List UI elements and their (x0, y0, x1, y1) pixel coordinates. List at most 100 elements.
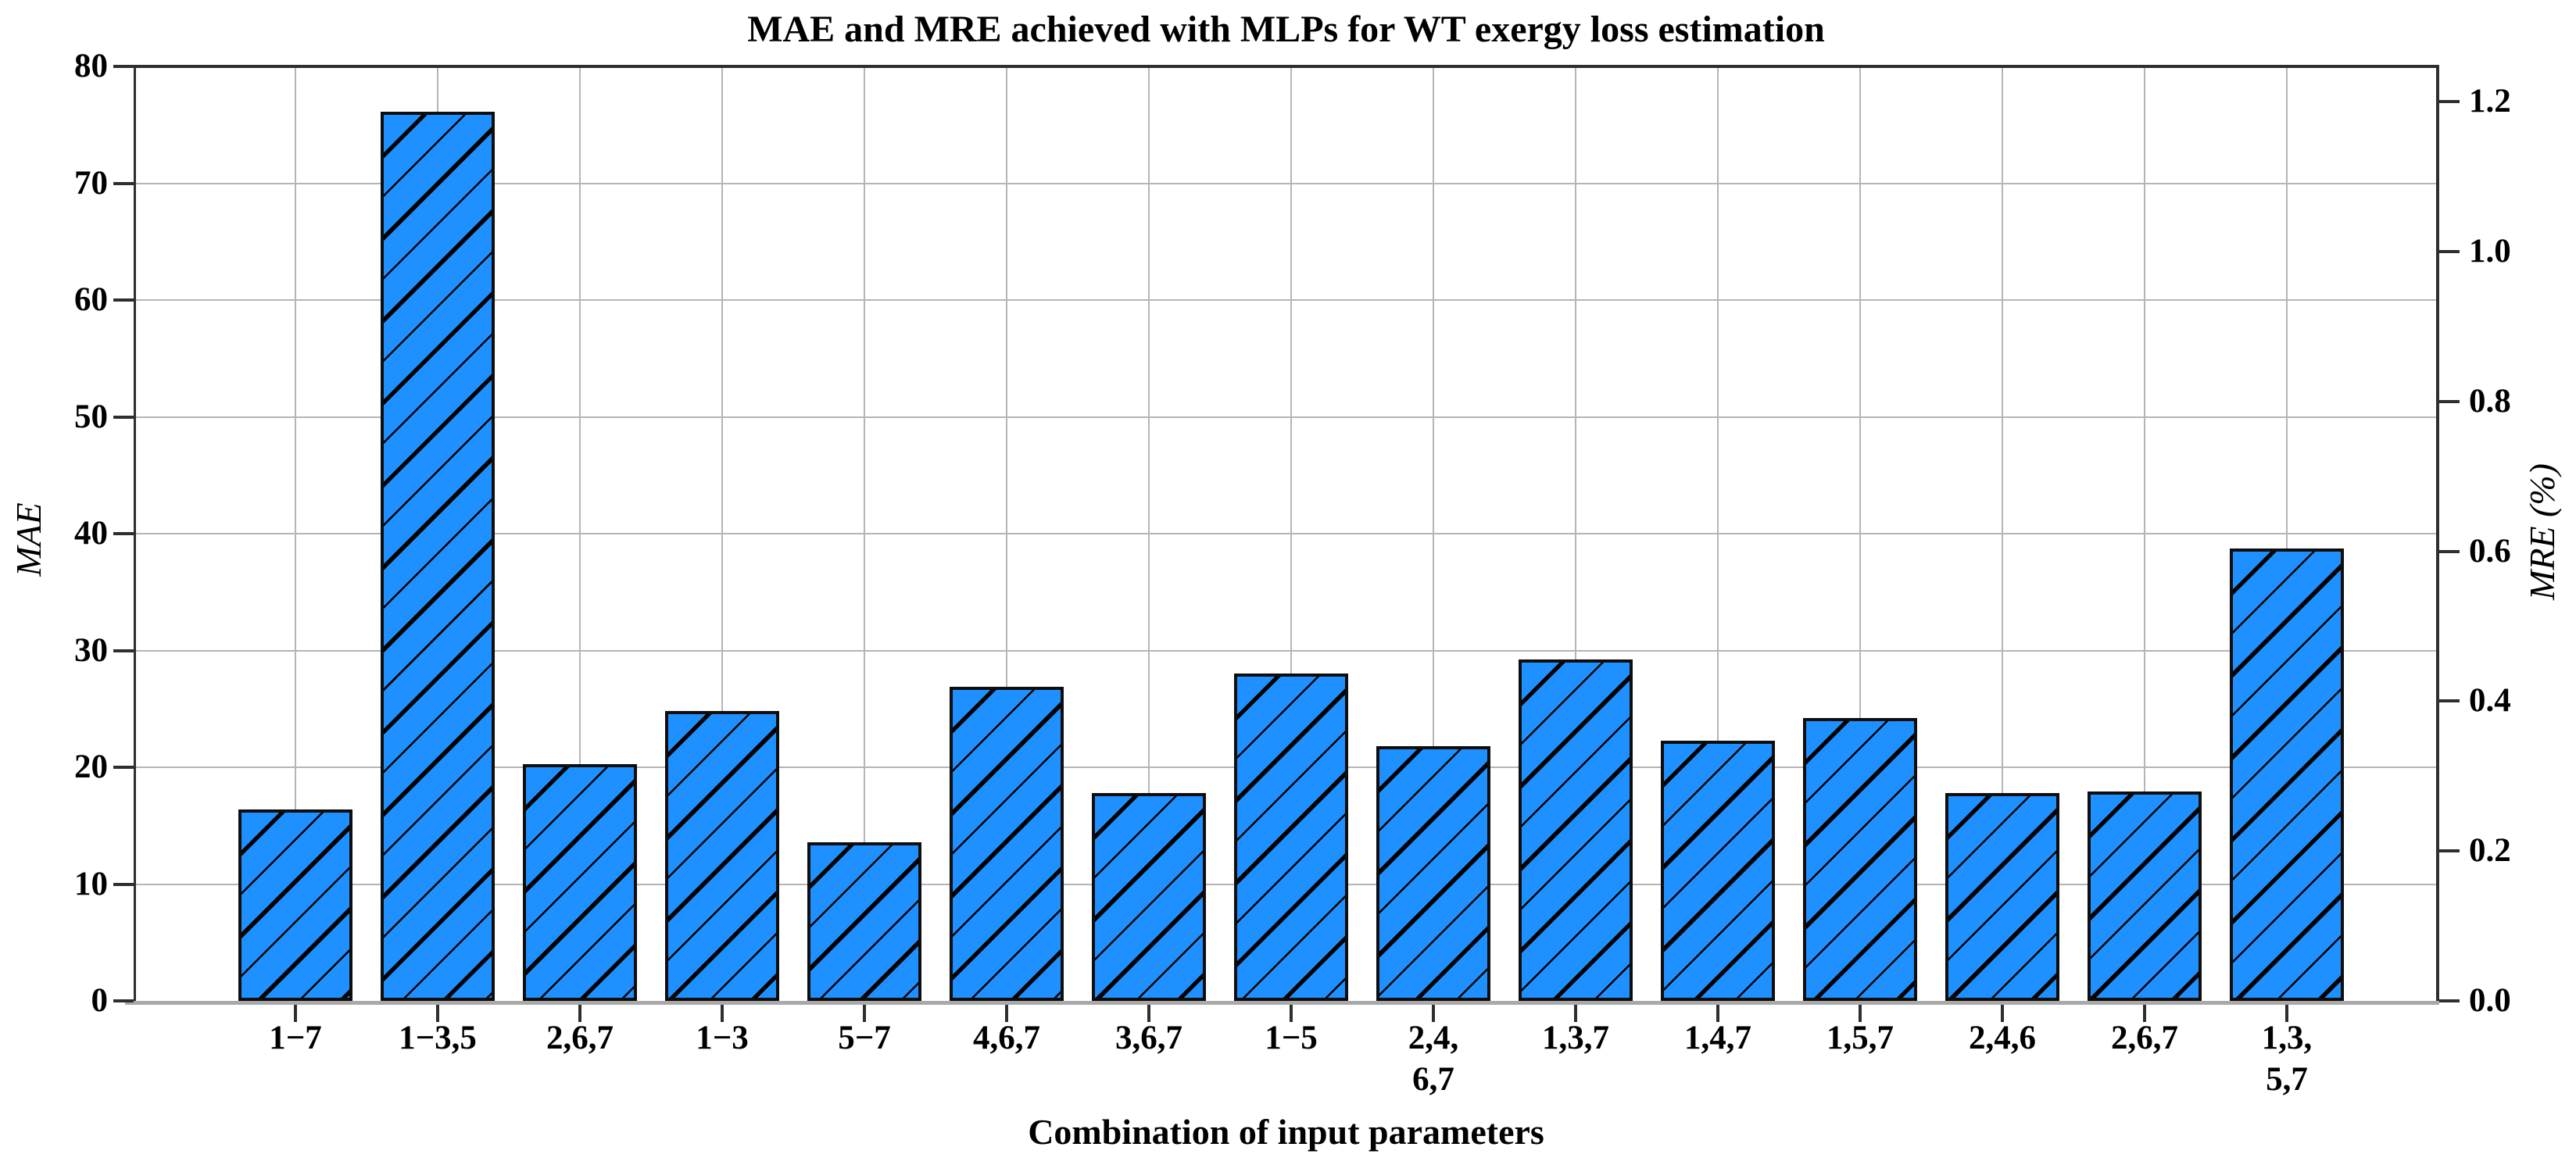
x-tick (294, 1005, 297, 1022)
y-tick-label-left: 50 (74, 398, 108, 435)
y-tick-label-left: 80 (74, 48, 108, 84)
y-tick-label-right: 0.2 (2469, 832, 2511, 869)
x-tick-label-line: 2,6,7 (2111, 1020, 2178, 1056)
y-tick-right (2439, 849, 2460, 852)
x-tick-label-line: 1−5 (1265, 1020, 1318, 1056)
y-tick-left (113, 65, 134, 68)
y-tick-label-right: 1.2 (2469, 83, 2511, 120)
x-tick-label: 2,6,7 (2059, 1017, 2231, 1059)
bar (1376, 746, 1490, 1001)
x-tick-label: 1−3 (636, 1017, 808, 1059)
bar (1661, 741, 1775, 1001)
y-tick-left (113, 649, 134, 652)
bar (1092, 793, 1206, 1001)
bar (1945, 793, 2059, 1001)
bar (1234, 674, 1348, 1001)
y-tick-right (2439, 250, 2460, 253)
y-tick-label-left: 0 (91, 982, 109, 1019)
x-tick-label-line: 2,4,6 (1969, 1020, 2036, 1056)
y-tick-label-right: 0.6 (2469, 533, 2511, 570)
bar (523, 764, 637, 1001)
x-tick (1716, 1005, 1719, 1022)
y-tick-right (2439, 550, 2460, 553)
x-tick-label: 5−7 (778, 1017, 950, 1059)
x-tick-label-line: 4,6,7 (973, 1020, 1040, 1056)
x-tick (1147, 1005, 1150, 1022)
y-tick-label-left: 40 (74, 515, 108, 552)
x-tick-label: 3,6,7 (1063, 1017, 1235, 1059)
bottom-spine (125, 1001, 2439, 1005)
x-tick-label-line: 2,6,7 (546, 1020, 614, 1056)
y-tick-left (113, 882, 134, 886)
x-tick-label-line: 1−3,5 (399, 1020, 477, 1056)
x-tick-label: 1−7 (209, 1017, 381, 1059)
x-tick-label-line: 1,3, (2261, 1020, 2313, 1056)
left-spine (134, 65, 136, 1002)
x-tick-label-line: 3,6,7 (1115, 1020, 1182, 1056)
y-tick-label-right: 1.0 (2469, 233, 2511, 270)
x-tick-label-line: 1,4,7 (1684, 1020, 1751, 1056)
top-spine (136, 65, 2439, 68)
x-tick (863, 1005, 866, 1022)
x-tick-label: 1−3,5 (352, 1017, 524, 1059)
x-tick-label-line: 1−3 (696, 1020, 749, 1056)
y-tick-left (113, 766, 134, 769)
x-tick-label: 1,3,7 (1490, 1017, 1662, 1059)
bar (1519, 659, 1633, 1001)
x-tick-label: 4,6,7 (921, 1017, 1093, 1059)
x-tick (1859, 1005, 1862, 1022)
y-gridline (136, 416, 2436, 418)
y-tick-right (2439, 699, 2460, 702)
y-gridline (136, 649, 2436, 652)
x-tick (2001, 1005, 2004, 1022)
bar (2230, 548, 2344, 1001)
x-tick-label-line: 5,7 (2266, 1061, 2308, 1098)
x-tick-label-line: 2,4, (1408, 1020, 1459, 1056)
x-tick (2143, 1005, 2146, 1022)
y-tick-label-right: 0.8 (2469, 383, 2511, 420)
x-tick-label-line: 1,3,7 (1542, 1020, 1609, 1056)
y-tick-label-right: 0.0 (2469, 982, 2511, 1019)
y-gridline (136, 299, 2436, 301)
y-tick-left (113, 181, 134, 185)
y-tick-label-left: 20 (74, 749, 108, 785)
x-tick (721, 1005, 724, 1022)
y-gridline (136, 182, 2436, 184)
x-tick-label-line: 5−7 (838, 1020, 891, 1056)
x-tick (1005, 1005, 1008, 1022)
y-tick-left (113, 532, 134, 535)
x-tick-label-line: 1−7 (269, 1020, 322, 1056)
right-spine (2436, 65, 2439, 1002)
bar (381, 112, 495, 1001)
right-axis-label: MRE (%) (2521, 463, 2562, 600)
chart-title: MAE and MRE achieved with MLPs for WT ex… (747, 9, 1825, 50)
x-tick-label-line: 6,7 (1412, 1061, 1454, 1098)
bar (2088, 791, 2202, 1001)
y-tick-right (2439, 999, 2460, 1002)
x-tick-label: 1,4,7 (1632, 1017, 1804, 1059)
x-tick (1574, 1005, 1577, 1022)
y-tick-right (2439, 100, 2460, 103)
x-tick (2285, 1005, 2288, 1022)
y-tick-label-right: 0.4 (2469, 682, 2511, 719)
x-tick (578, 1005, 581, 1022)
bar (950, 687, 1064, 1001)
y-gridline (136, 533, 2436, 534)
y-tick-left (113, 415, 134, 419)
x-tick-label-line: 1,5,7 (1826, 1020, 1894, 1056)
x-tick-label: 1−5 (1205, 1017, 1377, 1059)
x-tick-label: 2,4, 6,7 (1347, 1017, 1519, 1100)
right-axis-label-wrap: MRE (%) (2510, 406, 2573, 656)
y-tick-label-left: 60 (74, 281, 108, 318)
y-tick-left (113, 298, 134, 302)
x-tick-label: 1,3, 5,7 (2201, 1017, 2373, 1100)
y-tick-right (2439, 400, 2460, 403)
x-axis-label: Combination of input parameters (1028, 1112, 1544, 1152)
bar (807, 842, 921, 1001)
y-tick-label-left: 10 (74, 865, 108, 902)
x-tick (1290, 1005, 1293, 1022)
y-tick-label-left: 30 (74, 631, 108, 669)
y-tick-label-left: 70 (74, 164, 108, 202)
bar (665, 711, 779, 1001)
